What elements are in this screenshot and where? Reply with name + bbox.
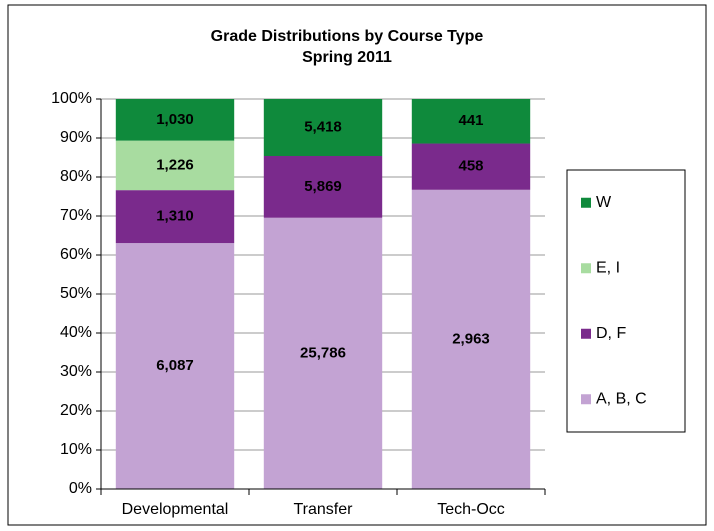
y-tick-label: 10% — [60, 441, 92, 458]
legend-label: D, F — [596, 325, 626, 342]
y-tick-label: 90% — [60, 129, 92, 146]
bar-segment — [263, 217, 383, 489]
bar-segment — [411, 143, 531, 190]
legend-swatch — [581, 197, 591, 208]
y-tick-label: 20% — [60, 402, 92, 419]
data-label: 458 — [458, 158, 483, 175]
data-label: 1,030 — [156, 111, 194, 128]
bar-segment — [411, 99, 531, 144]
legend-box — [566, 169, 686, 433]
y-tick-label: 40% — [60, 324, 92, 341]
data-label: 2,963 — [452, 330, 490, 347]
legend-swatch — [581, 328, 591, 339]
bar-segment — [411, 189, 531, 490]
y-tick-label: 50% — [60, 285, 92, 302]
data-label: 5,418 — [304, 118, 342, 135]
chart-title: Grade Distributions by Course Type — [211, 28, 484, 45]
x-tick-label: Tech-Occ — [437, 501, 505, 518]
bar-segment — [115, 140, 235, 191]
y-tick-label: 100% — [51, 90, 92, 107]
y-tick-label: 30% — [60, 363, 92, 380]
y-tick-label: 80% — [60, 168, 92, 185]
data-label: 441 — [458, 112, 483, 129]
data-label: 1,226 — [156, 156, 194, 173]
legend-swatch — [581, 263, 591, 274]
bar-segment — [115, 243, 235, 489]
bar-segment — [263, 99, 383, 156]
data-label: 1,310 — [156, 208, 194, 225]
legend-label: A, B, C — [596, 390, 647, 407]
y-tick-label: 70% — [60, 207, 92, 224]
x-tick-label: Transfer — [294, 501, 354, 518]
bar-segment — [115, 190, 235, 244]
data-label: 25,786 — [300, 344, 346, 361]
data-label: 6,087 — [156, 357, 194, 374]
y-tick-label: 0% — [69, 480, 92, 497]
legend-label: E, I — [596, 259, 620, 276]
y-tick-label: 60% — [60, 246, 92, 263]
legend-swatch — [581, 394, 591, 405]
x-tick-label: Developmental — [122, 501, 229, 518]
bar-segment — [263, 155, 383, 218]
legend-label: W — [596, 194, 612, 211]
data-label: 5,869 — [304, 178, 342, 195]
bar-segment — [115, 99, 235, 141]
chart-subtitle: Spring 2011 — [302, 49, 392, 66]
